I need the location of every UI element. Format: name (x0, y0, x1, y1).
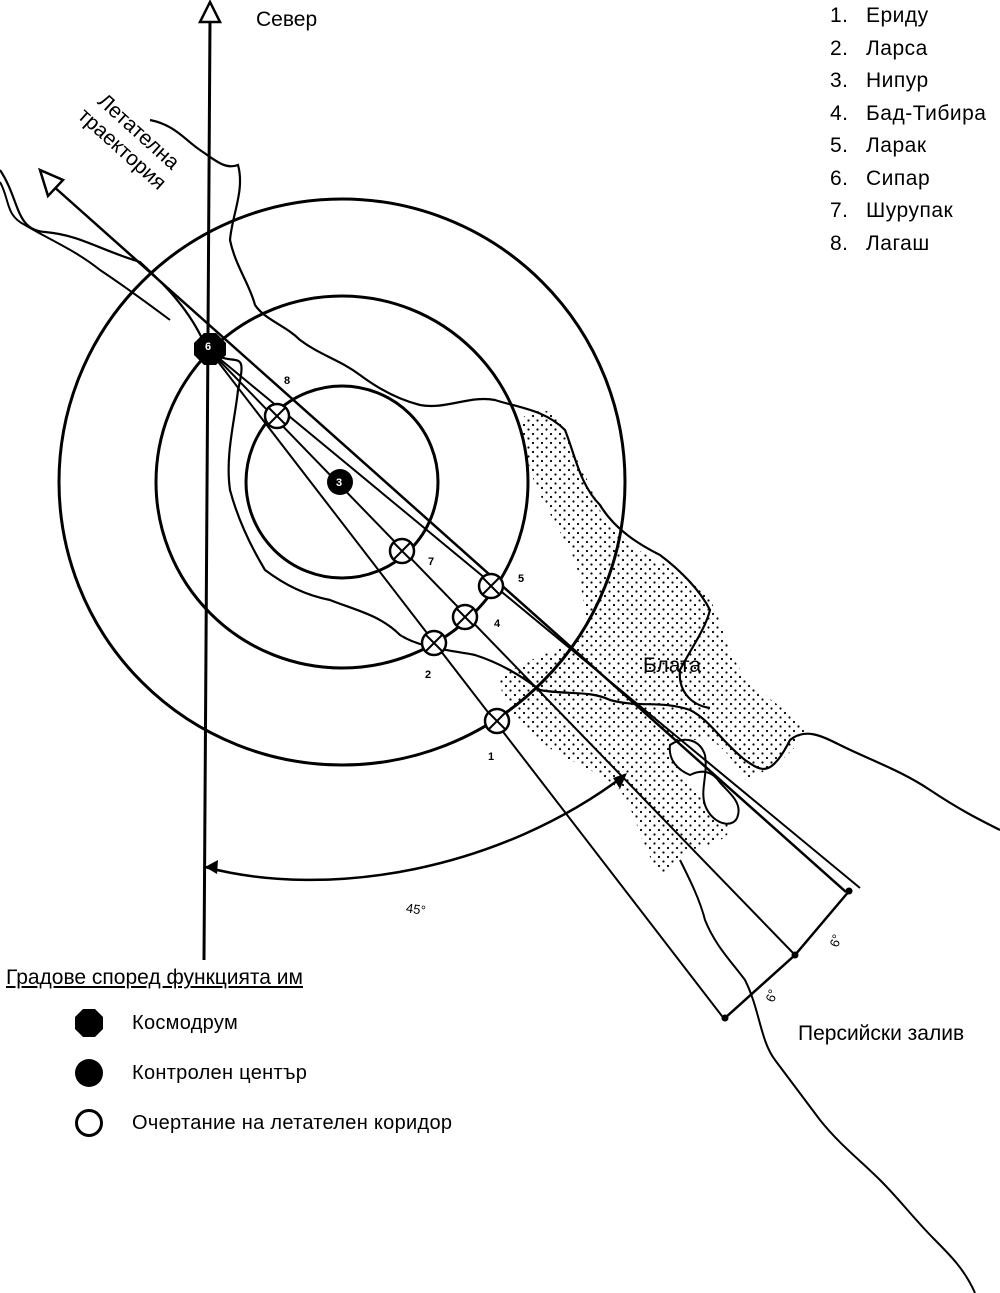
city-number: 1. (830, 4, 849, 27)
city-number: 6. (830, 166, 849, 190)
trajectory-line (51, 184, 847, 893)
corridor-arc (724, 889, 851, 1019)
river-lower (679, 859, 976, 1293)
corridor-angle-label-1: 6° (762, 987, 780, 1004)
function-legend-label: Очертание на летателен коридор (132, 1111, 453, 1134)
river-west (0, 169, 1000, 831)
city-number: 5. (830, 134, 849, 157)
city-list-item: 2. Ларса (830, 33, 986, 66)
middle-circle (154, 294, 530, 670)
function-legend-label: Космодрум (132, 1011, 239, 1034)
point-label-2: 2 (425, 669, 431, 681)
city-number: 8. (830, 231, 849, 255)
corridor-city-7 (388, 537, 416, 565)
city-name: Лагаш (866, 231, 930, 255)
angle-label: 45° (405, 900, 427, 918)
corridor-city-1 (483, 707, 511, 735)
inner-circle (244, 384, 440, 580)
corridor-line-lower (208, 349, 726, 1021)
north-label: Север (256, 8, 317, 31)
control-center-marker (327, 469, 353, 495)
function-legend-title: Градове според функцията им (6, 966, 303, 989)
corridor-arc-tick (845, 887, 853, 895)
city-name: Нипур (866, 69, 929, 92)
corridor-line-middle (208, 349, 796, 956)
filled-circle-icon (72, 1058, 106, 1088)
angle-arc (204, 774, 626, 882)
angle-arrow-icon (205, 860, 218, 874)
city-name: Ларак (866, 134, 927, 157)
corridor-arc-tick (791, 951, 799, 959)
corridor-angle-label-2: 6° (826, 932, 844, 949)
coast-line (0, 181, 171, 321)
spaceport-marker (194, 333, 226, 365)
gulf-label: Персийски залив (798, 1022, 964, 1045)
corridor-city-8 (263, 402, 291, 430)
trajectory-arrow-icon (38, 167, 66, 199)
corridor-city-2 (420, 629, 448, 657)
trajectory-label: Летателна траектория (73, 89, 184, 194)
function-legend-item-corridor: Очертание на летателен коридор (72, 1108, 452, 1138)
outer-circle (57, 197, 627, 767)
north-arrow-icon (197, 0, 223, 24)
corridor-city-4 (451, 603, 479, 631)
function-legend-item-control-center: Контролен център (72, 1058, 307, 1088)
point-label-7: 7 (428, 556, 434, 568)
north-line (202, 19, 212, 961)
marsh-label: Блата (643, 654, 701, 677)
city-name: Ларса (866, 36, 928, 60)
city-list-item: 1. Ериду (830, 0, 986, 33)
angle-arrow-icon (613, 773, 627, 789)
city-name: Шурупак (866, 199, 954, 222)
filled-octagon-icon (72, 1008, 106, 1038)
point-label-5: 5 (518, 573, 524, 585)
city-name: Бад-Тибира (866, 101, 987, 125)
city-list-item: 4. Бад-Тибира (830, 98, 986, 131)
city-list-item: 6. Сипар (830, 163, 986, 196)
city-list-item: 3. Нипур (830, 65, 986, 98)
function-legend-label: Контролен център (132, 1061, 308, 1084)
function-legend-item-spaceport: Космодрум (72, 1008, 238, 1038)
city-number: 7. (830, 199, 849, 222)
point-label-3: 3 (336, 477, 342, 489)
city-number: 3. (830, 69, 849, 92)
city-list-item: 8. Лагаш (830, 228, 986, 261)
river-east (149, 118, 712, 710)
city-list-item: 5. Ларак (830, 130, 986, 163)
marsh-area (500, 410, 805, 873)
city-number: 2. (830, 36, 849, 60)
open-circle-icon (72, 1108, 106, 1138)
point-label-6: 6 (205, 341, 211, 353)
lake (668, 738, 740, 825)
city-name: Ериду (866, 4, 929, 27)
corridor-line-upper (208, 349, 861, 889)
city-list-item: 7. Шурупак (830, 195, 986, 228)
point-label-4: 4 (494, 618, 501, 630)
corridor-arc-tick (721, 1014, 729, 1022)
point-label-8: 8 (284, 375, 290, 387)
city-list: 1. Ериду 2. Ларса 3. Нипур 4. Бад-Тибира 5. Л… (830, 0, 986, 260)
corridor-city-5 (477, 572, 505, 600)
point-label-1: 1 (488, 751, 494, 763)
city-name: Сипар (866, 166, 931, 190)
city-number: 4. (830, 101, 849, 125)
